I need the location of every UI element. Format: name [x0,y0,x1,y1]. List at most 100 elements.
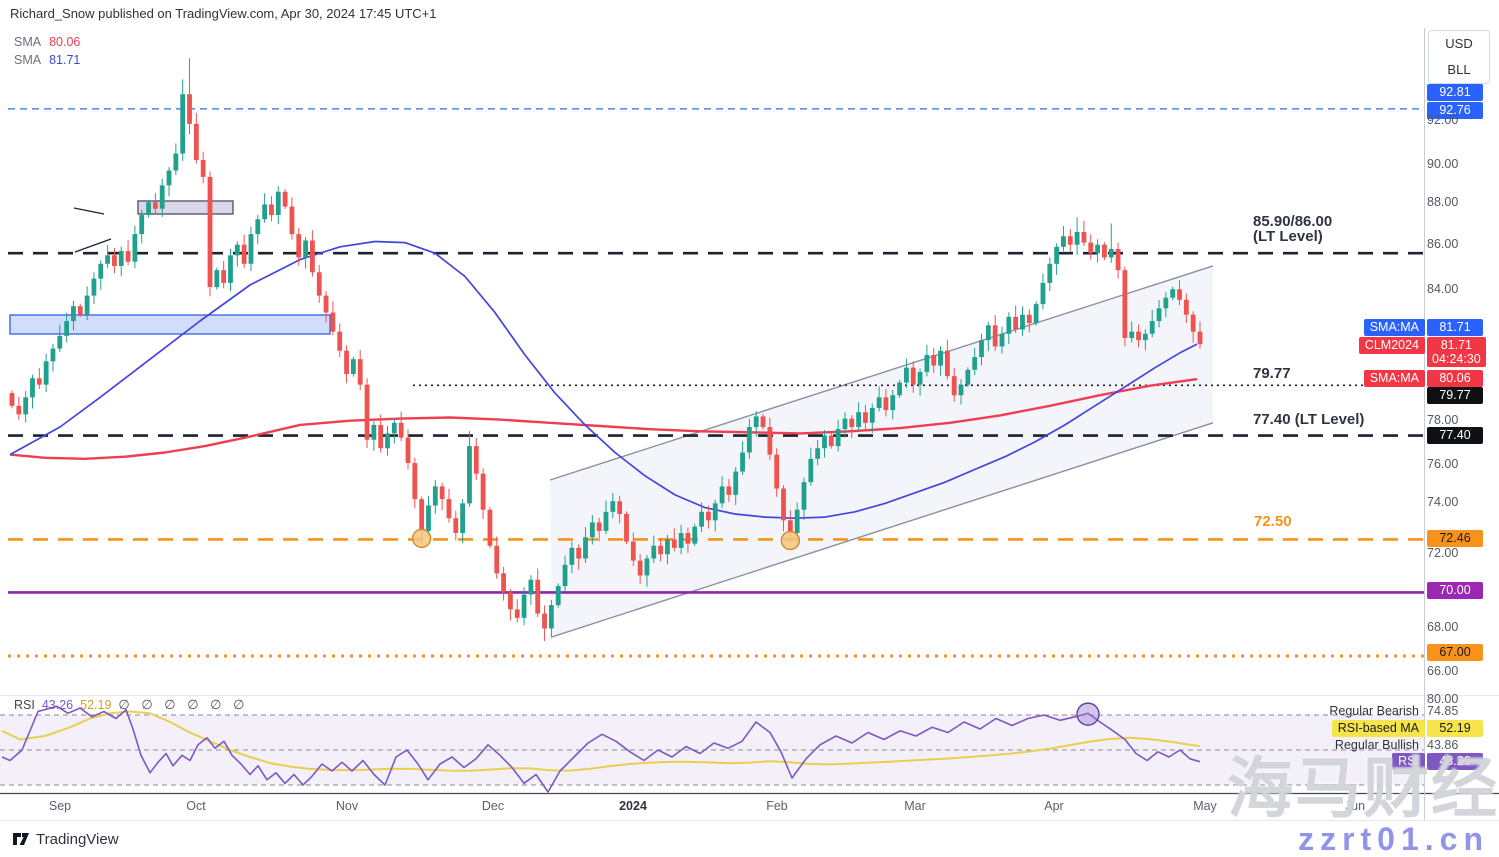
candle-body [603,511,609,531]
time-axis-label-apr: Apr [1044,799,1064,813]
time-axis-label-feb: Feb [766,799,788,813]
watermark-url: zzrt01.cn [1298,821,1489,857]
axis-value: 92.76 [1427,102,1483,119]
tradingview-logo[interactable]: TradingView [12,830,119,848]
candle-body [869,407,875,423]
candle-body [1142,333,1148,341]
candle-body [282,191,288,207]
publish-bar: Richard_Snow published on TradingView.co… [0,0,1499,28]
candle-body [480,473,486,510]
candle-body [944,350,950,377]
publish-text: Richard_Snow published on TradingView.co… [10,6,437,21]
tradingview-brand-text: TradingView [36,830,119,848]
rsi-pivot-marker [1076,702,1100,726]
time-axis-label-sep: Sep [48,799,72,813]
sma-label: SMA [14,35,42,49]
candle-body [658,545,664,555]
candle-body [166,170,172,186]
candle-body [378,424,384,449]
series-tag-clm2024: CLM2024 [1358,337,1425,354]
price-axis-label: 84.00 [1427,281,1458,299]
sma-blue-value: 81.71 [49,53,81,67]
candle-body [999,333,1005,347]
time-axis-label-dec: Dec [481,799,505,813]
candle-body [330,312,336,332]
rsi-legend[interactable]: RSI 43.26 52.19 ∅ ∅ ∅ ∅ ∅ ∅ [14,697,248,713]
annotation-7977[interactable]: 79.77 [1253,365,1291,382]
candle-body [808,458,814,483]
candle-body [651,545,657,559]
candle-body [453,518,459,534]
candle-body [685,533,691,544]
candle-body [357,359,363,385]
annotation-7250[interactable]: 72.50 [1254,513,1292,530]
candle-body [1129,331,1135,338]
time-axis-label-jun: Jun [1344,799,1366,813]
candle-body [883,397,889,411]
unit-bll-button[interactable]: BLL [1447,62,1471,77]
candle-body [1013,316,1019,330]
candle-body [1183,299,1189,315]
series-tag-regular-bullish: Regular Bullish [1334,738,1419,752]
candle-body [951,376,957,396]
price-axis-label: 72.00 [1427,545,1458,563]
sma-legend-red[interactable]: SMA 80.06 [14,33,80,51]
divergence-empty-icons: ∅ ∅ ∅ ∅ ∅ ∅ [118,697,249,712]
candle-body [501,573,506,593]
candle-body [712,503,718,521]
axis-value: 90.00 [1427,157,1459,171]
candle-body [234,244,240,256]
support-zone-box [9,314,331,335]
candle-body [1006,316,1012,334]
candle-body [173,153,179,171]
candle-body [904,367,909,383]
candle-body [125,251,131,262]
trend-channel-fill [550,265,1213,637]
candle-body [412,463,418,500]
sma-legend-blue[interactable]: SMA 81.71 [14,51,80,69]
series-tag-sma-ma: SMA:MA [1363,319,1425,336]
candle-body [289,206,295,235]
rsi-value: 43.26 [41,698,74,712]
price-axis-label: 90.00 [1427,156,1458,174]
candle-body [815,448,821,459]
candle-body [310,240,315,273]
axis-value: 43.86 [1427,738,1459,752]
axis-value: 80.06 [1427,370,1483,387]
price-axis-label: 92.81 [1427,84,1483,102]
candle-body [1108,248,1114,258]
candle-body [391,422,397,434]
annotation-lt-level-86[interactable]: 85.90/86.00 (LT Level) [1253,214,1332,244]
candle-body [637,560,643,576]
candle-body [146,202,151,216]
candle-body [1102,244,1107,258]
axis-value: 74.85 [1427,704,1459,718]
candle-body [371,424,377,440]
axis-value: 77.40 [1427,427,1483,444]
candle-body [1061,236,1066,247]
price-axis-label: 52.19 RSI-based MA [1331,720,1483,738]
candle-body [77,306,83,315]
candle-body [979,340,984,358]
candle-body [671,539,677,548]
candle-body [364,384,370,440]
candle-body [1156,308,1162,322]
annotation-lt-level-7740[interactable]: 77.40 (LT Level) [1253,411,1365,428]
pennant-trendline-2 [74,238,112,253]
candle-body [316,272,322,296]
candle-body [9,393,15,406]
resistance-zone-box [137,200,234,215]
unit-usd-button[interactable]: USD [1445,36,1473,51]
candle-body [508,592,513,610]
candle-body [753,416,759,428]
candle-body [965,369,971,385]
price-axis-label: 80.06 SMA:MA [1363,370,1483,388]
candle-body [221,270,227,283]
candle-body [1095,244,1100,254]
price-axis-label: 76.00 [1427,456,1458,474]
candle-body [610,501,616,512]
candle-body [910,367,916,385]
series-tag-rsi-based-ma: RSI-based MA [1331,720,1425,737]
watermark-chinese: 海马财经 [1227,751,1499,825]
